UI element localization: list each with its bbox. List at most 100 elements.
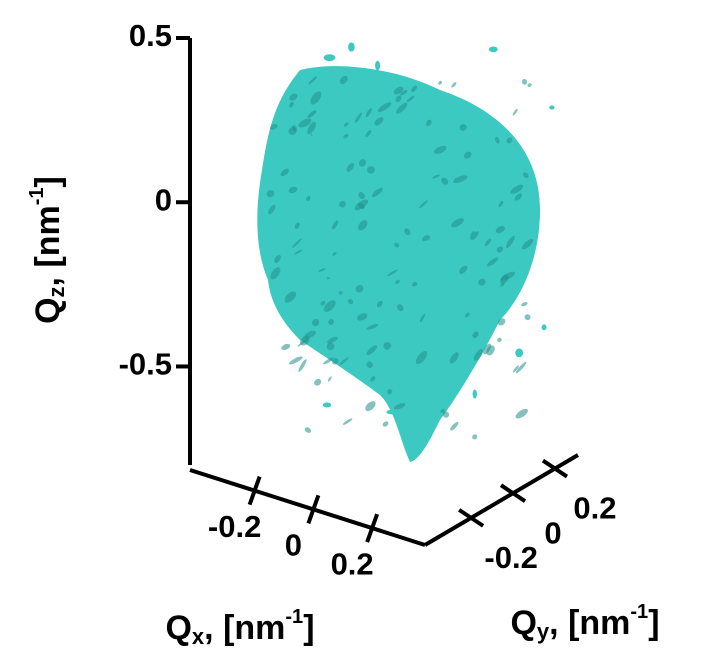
isosurface-texture-shade <box>441 177 449 185</box>
isosurface-texture-shade <box>510 184 524 194</box>
isosurface-texture-shade <box>449 352 459 364</box>
y-tick-label: 0 <box>544 515 561 550</box>
isosurface-texture-shade <box>464 312 470 318</box>
isosurface-texture-shade <box>419 313 426 323</box>
x-tick-mark <box>247 475 262 506</box>
isosurface-texture-shade <box>400 89 408 96</box>
isosurface-texture-shade <box>314 378 322 386</box>
isosurface-texture <box>266 42 555 440</box>
isosurface-texture-shade <box>459 265 468 274</box>
isosurface-texture-shade <box>415 351 428 365</box>
isosurface-texture-shade <box>323 357 334 365</box>
isosurface-texture-shade <box>434 145 447 154</box>
isosurface-speck <box>549 105 555 110</box>
isosurface-texture-shade <box>397 304 404 312</box>
isosurface-texture-shade <box>284 291 297 303</box>
isosurface-speck <box>541 324 547 331</box>
isosurface-texture-shade <box>312 319 320 327</box>
isosurface-texture-shade <box>268 204 276 215</box>
isosurface-texture-shade <box>339 200 346 208</box>
isosurface-texture-shade <box>521 302 528 307</box>
isosurface-texture-shade <box>513 365 519 373</box>
isosurface-texture-shade <box>376 300 383 308</box>
x-title-symbol: Q <box>165 609 191 647</box>
isosurface-speck <box>488 46 498 53</box>
isosurface-texture-shade <box>459 124 467 131</box>
x-tick-mark <box>306 494 321 525</box>
isosurface-speck <box>404 120 410 130</box>
isosurface-texture-shade <box>393 403 406 410</box>
isosurface-speck <box>311 130 319 137</box>
y-title-exponent: -1 <box>630 601 648 623</box>
isosurface-texture-shade <box>478 278 486 286</box>
isosurface-texture-shade <box>527 83 532 87</box>
isosurface-speck <box>383 124 391 131</box>
isosurface-texture-shade <box>395 95 402 103</box>
isosurface-speck <box>436 91 441 97</box>
isosurface-texture-shade <box>332 220 339 230</box>
x-tick-mark <box>365 513 380 543</box>
y-title-unit: , [nm <box>549 604 630 642</box>
isosurface-texture-shade <box>470 228 479 240</box>
isosurface-texture-shade <box>357 313 368 321</box>
isosurface-texture-shade <box>289 93 298 101</box>
isosurface-texture-shade <box>328 319 334 325</box>
z-title-close: ] <box>29 176 67 187</box>
isosurface-texture-shade <box>318 268 326 272</box>
x-title-exponent: -1 <box>285 606 303 628</box>
z-tick-label: -0.5 <box>119 347 172 382</box>
isosurface-speck <box>375 60 381 71</box>
isosurface-texture-shade <box>304 427 312 433</box>
y-title-symbol: Q <box>510 604 536 642</box>
isosurface-speck <box>468 222 483 232</box>
isosurface-texture-shade <box>383 342 392 350</box>
isosurface-texture-shade <box>522 172 529 179</box>
z-title-subscript: z <box>44 286 69 297</box>
isosurface-texture-shade <box>292 125 297 132</box>
isosurface-speck <box>472 389 477 399</box>
isosurface-texture-shade <box>371 187 383 198</box>
isosurface-texture-shade <box>327 336 338 344</box>
isosurface-texture-shade <box>451 218 464 228</box>
isosurface-texture-shade <box>323 300 336 312</box>
isosurface-texture-shade <box>412 281 418 287</box>
y-axis-line <box>423 453 580 547</box>
isosurface-texture-shade <box>354 199 369 211</box>
isosurface-speck <box>370 243 377 249</box>
isosurface-texture-shade <box>426 119 432 127</box>
isosurface-speck <box>323 54 336 62</box>
z-axis-title: Qz, [nm-1] <box>26 176 69 324</box>
isosurface-texture-shade <box>495 226 505 234</box>
isosurface-texture-shade <box>487 257 499 267</box>
isosurface-texture-shade <box>497 337 502 343</box>
isosurface-texture-shade <box>366 324 379 330</box>
y-tick-mark <box>458 508 485 528</box>
isosurface-texture-shade <box>463 151 472 159</box>
y-axis-title: Qy, [nm-1] <box>510 601 659 644</box>
isosurface-texture-shade <box>365 401 376 412</box>
y-tick-mark <box>541 458 569 479</box>
isosurface-texture-shade <box>365 130 372 137</box>
isosurface-texture-shade <box>374 117 384 126</box>
isosurface-texture-shade <box>274 254 281 264</box>
isosurface-speck <box>515 348 524 358</box>
isosurface-texture-shade <box>377 102 392 113</box>
isosurface-texture-shade <box>440 408 446 413</box>
isosurface-texture-shade <box>326 342 335 351</box>
isosurface-texture-shade <box>512 108 518 116</box>
isosurface-texture-shade <box>281 343 291 351</box>
x-tick-label: -0.2 <box>208 509 261 544</box>
isosurface-speck <box>328 271 338 279</box>
z-title-symbol: Q <box>29 297 67 323</box>
isosurface-texture-shade <box>411 85 418 93</box>
isosurface-texture-shade <box>387 389 393 395</box>
isosurface-speck <box>392 190 401 201</box>
x-tick-label: 0 <box>285 528 302 563</box>
isosurface-texture-shade <box>442 411 450 418</box>
y-tick-label: 0.2 <box>573 491 616 526</box>
y-title-close: ] <box>648 604 659 642</box>
isosurface-texture-shade <box>298 118 312 128</box>
isosurface-texture-shade <box>339 357 349 366</box>
isosurface-texture-shade <box>451 82 457 88</box>
isosurface-texture-shade <box>298 359 307 372</box>
